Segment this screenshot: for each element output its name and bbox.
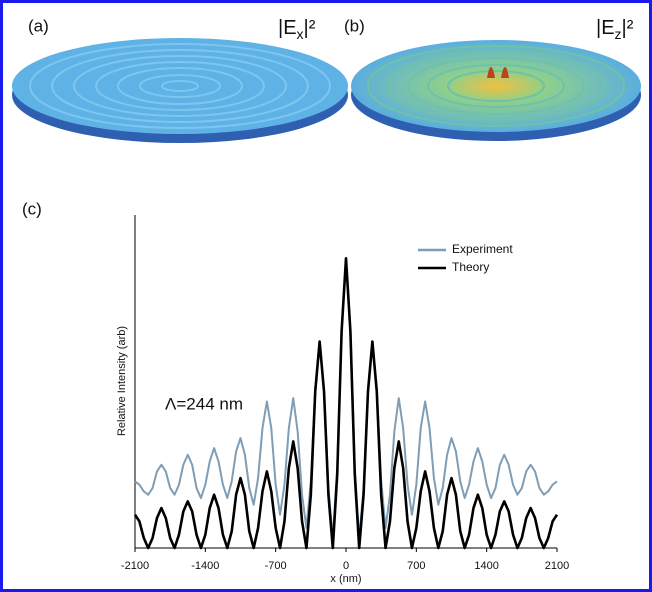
- panel-label: (b): [344, 16, 365, 35]
- x-tick-label: 700: [407, 560, 425, 572]
- figure: (a) |Ex|² (b) |Ez|² (c) Λ=244 nm x (nm) …: [0, 0, 652, 592]
- panel-label: (c): [22, 199, 42, 218]
- disk-a: [12, 38, 348, 143]
- legend-label: Experiment: [452, 242, 513, 256]
- y-axis-label: Relative Intensity (arb): [116, 326, 128, 436]
- x-tick-label: 2100: [545, 560, 569, 572]
- x-axis-label: x (nm): [330, 573, 361, 585]
- annotation: Λ=244 nm: [165, 394, 243, 413]
- legend-label: Theory: [452, 260, 489, 274]
- x-tick-label: 0: [343, 560, 349, 572]
- disk-b: [351, 40, 641, 141]
- panel-label: (a): [28, 16, 49, 35]
- x-tick-label: -1400: [191, 560, 219, 572]
- panel-quantity: |Ex|²: [278, 17, 316, 41]
- x-tick-label: -2100: [121, 560, 149, 572]
- x-tick-label: 1400: [474, 560, 498, 572]
- panel-quantity: |Ez|²: [596, 17, 634, 41]
- x-tick-label: -700: [265, 560, 287, 572]
